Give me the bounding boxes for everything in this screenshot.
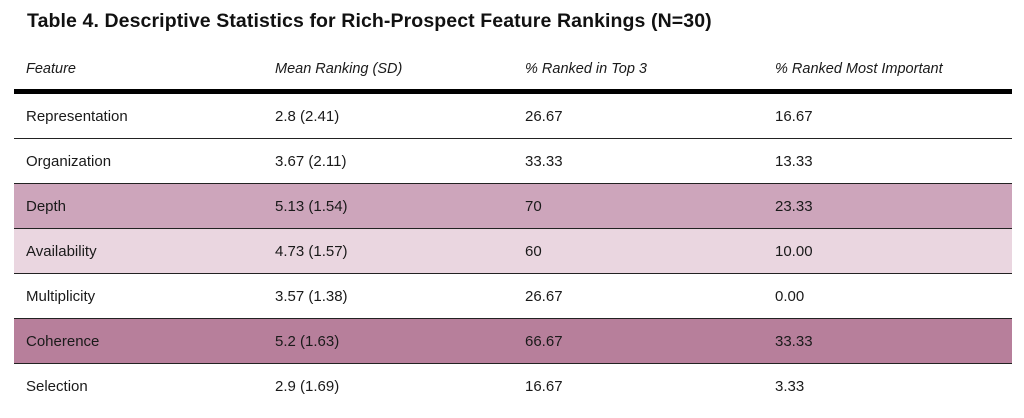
cell-feature: Organization <box>14 138 263 184</box>
cell-most-important: 23.33 <box>763 183 1012 229</box>
cell-feature: Availability <box>14 228 263 274</box>
cell-mean-ranking: 4.73 (1.57) <box>263 228 513 274</box>
cell-top-3: 70 <box>513 183 763 229</box>
cell-most-important: 13.33 <box>763 138 1012 184</box>
cell-top-3: 26.67 <box>513 273 763 319</box>
cell-mean-ranking: 2.8 (2.41) <box>263 91 513 139</box>
cell-feature: Depth <box>14 183 263 229</box>
cell-most-important: 10.00 <box>763 228 1012 274</box>
table-row-multiplicity: Multiplicity 3.57 (1.38) 26.67 0.00 <box>14 273 1012 319</box>
table-title: Table 4. Descriptive Statistics for Rich… <box>27 10 712 32</box>
cell-top-3: 33.33 <box>513 138 763 184</box>
table-row-coherence: Coherence 5.2 (1.63) 66.67 33.33 <box>14 318 1012 364</box>
cell-most-important: 0.00 <box>763 273 1012 319</box>
cell-top-3: 26.67 <box>513 91 763 139</box>
statistics-table: Feature Mean Ranking (SD) % Ranked in To… <box>14 49 1012 408</box>
header-most-important: % Ranked Most Important <box>763 49 1012 94</box>
cell-most-important: 3.33 <box>775 377 805 395</box>
cell-feature: Representation <box>14 91 263 139</box>
cell-mean-ranking: 3.67 (2.11) <box>263 138 513 184</box>
cell-mean-ranking: 5.13 (1.54) <box>263 183 513 229</box>
cell-feature: Coherence <box>14 318 263 364</box>
table-row-availability: Availability 4.73 (1.57) 60 10.00 <box>14 228 1012 274</box>
header-feature: Feature <box>14 49 263 94</box>
cell-mean-ranking: 2.9 (1.69) <box>275 377 340 395</box>
header-top-3: % Ranked in Top 3 <box>513 49 763 94</box>
cell-most-important: 33.33 <box>763 318 1012 364</box>
header-mean-ranking: Mean Ranking (SD) <box>263 49 513 94</box>
cell-mean-ranking: 3.57 (1.38) <box>263 273 513 319</box>
cell-feature: Selection <box>26 377 88 395</box>
cell-most-important: 16.67 <box>763 91 1012 139</box>
table-row-selection: Selection 2.9 (1.69) 16.67 3.33 <box>14 364 1012 409</box>
table-header-row: Feature Mean Ranking (SD) % Ranked in To… <box>14 49 1012 94</box>
cell-feature: Multiplicity <box>14 273 263 319</box>
table-row-representation: Representation 2.8 (2.41) 26.67 16.67 <box>14 91 1012 139</box>
cell-top-3: 60 <box>513 228 763 274</box>
table-row-organization: Organization 3.67 (2.11) 33.33 13.33 <box>14 138 1012 184</box>
cell-mean-ranking: 5.2 (1.63) <box>263 318 513 364</box>
cell-top-3: 66.67 <box>513 318 763 364</box>
cell-top-3: 16.67 <box>525 377 563 395</box>
table-row-depth: Depth 5.13 (1.54) 70 23.33 <box>14 183 1012 229</box>
